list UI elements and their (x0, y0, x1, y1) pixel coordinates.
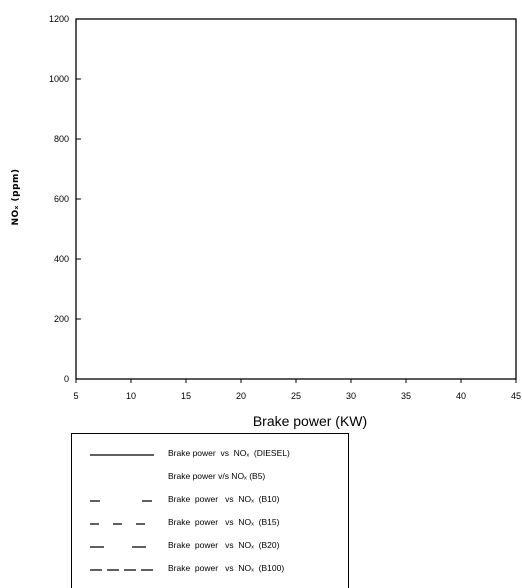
legend-item-b5: Brake power v/s NOₓ (B5) (72, 469, 348, 489)
y-tick-label: 800 (54, 134, 69, 144)
y-tick-label: 200 (54, 314, 69, 324)
legend-label: Brake power vs NOₓ (DIESEL) (168, 448, 290, 458)
y-axis-ticks: 0 200 400 600 800 1000 1200 (49, 14, 81, 384)
legend-swatch-long-dash (90, 500, 154, 502)
legend-item-b15: Brake power vs NOₓ (B15) (72, 515, 348, 535)
legend-label: Brake power v/s NOₓ (B5) (168, 471, 266, 481)
legend: Brake power vs NOₓ (DIESEL) Brake power … (71, 433, 349, 588)
x-tick-label: 35 (401, 391, 411, 401)
legend-swatch-short-dash (90, 569, 154, 571)
legend-swatch-dash (90, 523, 154, 525)
x-tick-label: 25 (291, 391, 301, 401)
plot-area (75, 18, 517, 380)
x-tick-label: 45 (511, 391, 521, 401)
legend-item-diesel: Brake power vs NOₓ (DIESEL) (72, 446, 348, 466)
y-tick-label: 400 (54, 254, 69, 264)
legend-label: Brake power vs NOₓ (B10) (168, 494, 280, 504)
legend-swatch-long-dash-wide (90, 546, 154, 548)
chart-canvas: 0 200 400 600 800 1000 1200 5 10 15 20 25 30 35 40 45 (49, 14, 521, 401)
x-tick-label: 40 (456, 391, 466, 401)
legend-item-b100: Brake power vs NOₓ (B100) (72, 561, 348, 581)
x-tick-label: 15 (181, 391, 191, 401)
y-tick-label: 600 (54, 194, 69, 204)
x-tick-label: 20 (236, 391, 246, 401)
legend-label: Brake power vs NOₓ (B100) (168, 563, 285, 573)
x-tick-label: 5 (73, 391, 78, 401)
legend-label: Brake power vs NOₓ (B20) (168, 540, 280, 550)
y-tick-label: 0 (64, 374, 69, 384)
x-axis-ticks: 5 10 15 20 25 30 35 40 45 (73, 379, 521, 401)
y-tick-label: 1200 (49, 14, 69, 24)
y-tick-label: 1000 (49, 74, 69, 84)
x-tick-label: 10 (126, 391, 136, 401)
legend-item-b10: Brake power vs NOₓ (B10) (72, 492, 348, 512)
legend-swatch-solid (90, 454, 154, 456)
legend-label: Brake power vs NOₓ (B15) (168, 517, 280, 527)
y-axis-label: NOₓ (ppm) (11, 168, 21, 226)
legend-item-b20: Brake power vs NOₓ (B20) (72, 538, 348, 558)
x-tick-label: 30 (346, 391, 356, 401)
x-axis-label: Brake power (KW) (252, 413, 368, 429)
